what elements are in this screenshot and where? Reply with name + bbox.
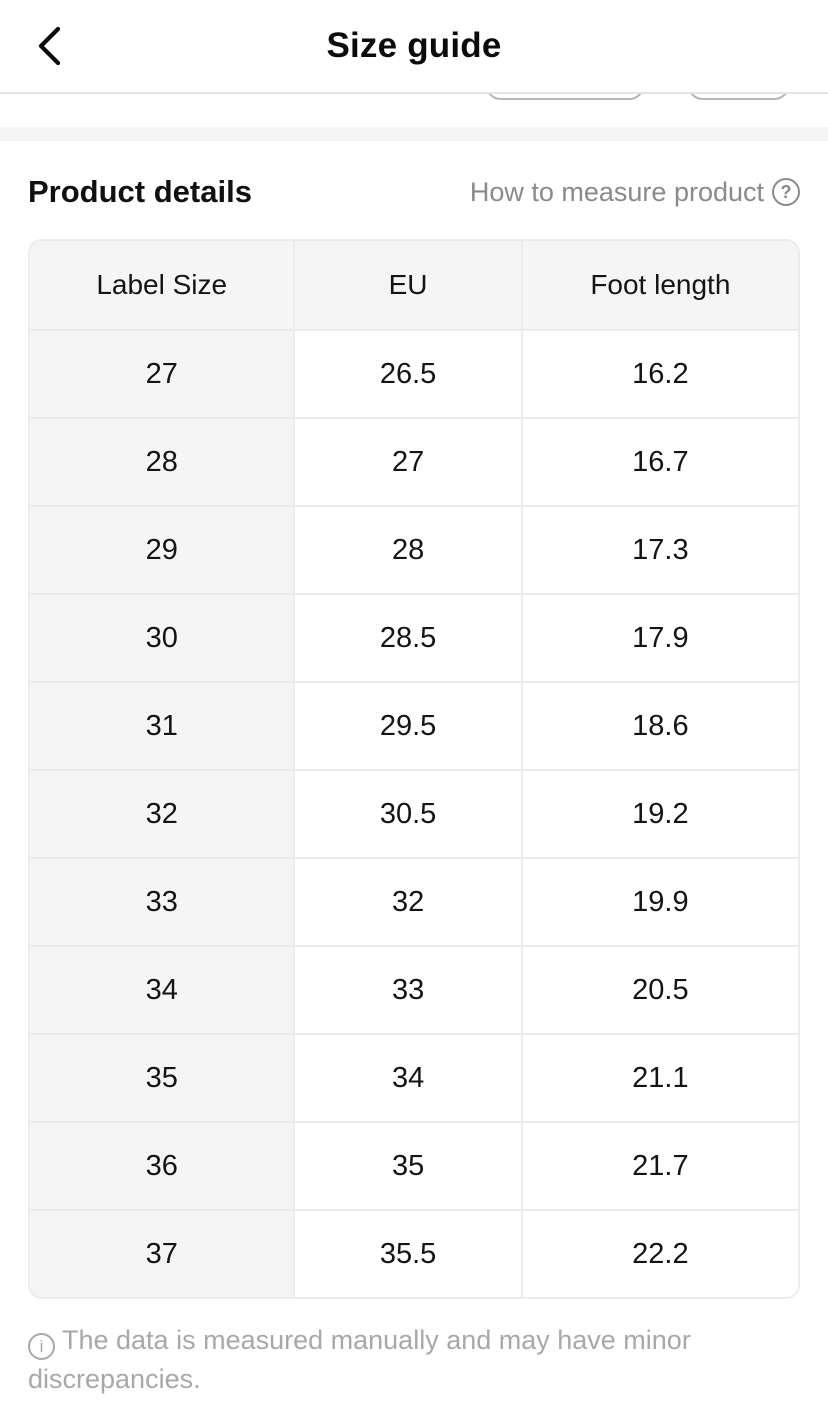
cell-foot-length: 21.7: [520, 1121, 798, 1209]
cell-label-size: 36: [30, 1121, 294, 1209]
cell-foot-length: 17.9: [520, 593, 798, 681]
cell-foot-length: 19.2: [520, 769, 798, 857]
cell-label-size: 35: [30, 1033, 294, 1121]
back-button[interactable]: [22, 18, 74, 76]
cell-eu: 34: [293, 1033, 521, 1121]
disclaimer-text: The data is measured manually and may ha…: [28, 1325, 691, 1394]
table-row: 34 33 20.5: [30, 945, 798, 1033]
cell-eu: 32: [293, 857, 521, 945]
table-row: 27 26.5 16.2: [30, 329, 798, 417]
cell-label-size: 28: [30, 417, 294, 505]
chevron-left-icon: [35, 25, 62, 70]
question-circle-icon: ?: [772, 178, 800, 206]
page-title: Size guide: [326, 26, 502, 65]
cell-label-size: 32: [30, 769, 294, 857]
cell-eu: 30.5: [293, 769, 521, 857]
cell-label-size: 34: [30, 945, 294, 1033]
table-row: 29 28 17.3: [30, 505, 798, 593]
cell-label-size: 33: [30, 857, 294, 945]
size-system-pill-right[interactable]: [687, 94, 790, 100]
cell-eu: 33: [293, 945, 521, 1033]
table-row: 32 30.5 19.2: [30, 769, 798, 857]
cell-foot-length: 20.5: [520, 945, 798, 1033]
header-cell-eu: EU: [293, 241, 521, 329]
cell-eu: 26.5: [293, 329, 521, 417]
cell-foot-length: 19.9: [520, 857, 798, 945]
table-row: 37 35.5 22.2: [30, 1209, 798, 1297]
cell-label-size: 37: [30, 1209, 294, 1297]
section-header: Product details How to measure product ?: [0, 171, 828, 213]
header-cell-foot-length: Foot length: [520, 241, 798, 329]
cell-foot-length: 18.6: [520, 681, 798, 769]
cell-foot-length: 16.7: [520, 417, 798, 505]
nav-bar: Size guide: [0, 0, 828, 94]
table-header-row: Label Size EU Foot length: [30, 241, 798, 329]
table-row: 30 28.5 17.9: [30, 593, 798, 681]
cell-foot-length: 17.3: [520, 505, 798, 593]
cell-label-size: 30: [30, 593, 294, 681]
cell-eu: 28.5: [293, 593, 521, 681]
section-divider-band: [0, 127, 828, 141]
how-to-measure-link[interactable]: How to measure product ?: [470, 177, 800, 208]
cell-eu: 27: [293, 417, 521, 505]
size-system-pill-left[interactable]: [485, 94, 645, 100]
scrolled-content-peek: [0, 94, 828, 127]
cell-foot-length: 16.2: [520, 329, 798, 417]
table-row: 36 35 21.7: [30, 1121, 798, 1209]
cell-label-size: 27: [30, 329, 294, 417]
cell-foot-length: 22.2: [520, 1209, 798, 1297]
table-row: 31 29.5 18.6: [30, 681, 798, 769]
cell-label-size: 29: [30, 505, 294, 593]
cell-label-size: 31: [30, 681, 294, 769]
table-row: 28 27 16.7: [30, 417, 798, 505]
cell-eu: 29.5: [293, 681, 521, 769]
header-cell-label-size: Label Size: [30, 241, 294, 329]
cell-eu: 35.5: [293, 1209, 521, 1297]
size-table: Label Size EU Foot length 27 26.5 16.2 2…: [28, 239, 800, 1299]
disclaimer-note: i The data is measured manually and may h…: [28, 1321, 800, 1399]
cell-eu: 28: [293, 505, 521, 593]
table-row: 33 32 19.9: [30, 857, 798, 945]
cell-eu: 35: [293, 1121, 521, 1209]
cell-foot-length: 21.1: [520, 1033, 798, 1121]
table-row: 35 34 21.1: [30, 1033, 798, 1121]
section-title: Product details: [28, 174, 252, 209]
info-circle-icon: i: [28, 1333, 55, 1360]
how-to-measure-label: How to measure product: [469, 176, 764, 207]
